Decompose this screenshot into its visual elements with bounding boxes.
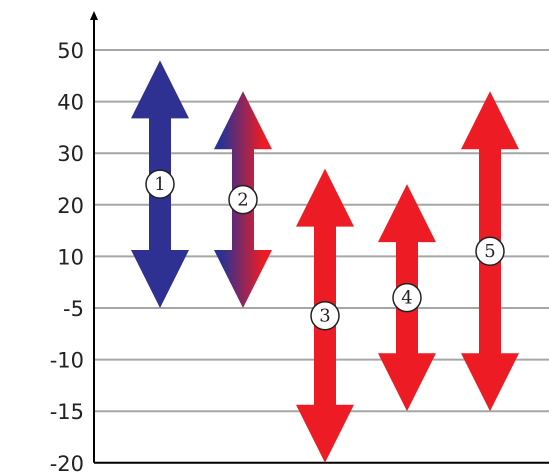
y-tick-labels: 50 40 30 20 10 -5 -10 -15 -20 [50,39,84,475]
arrow-number-badge [310,300,340,331]
y-tick-label: 20 [57,194,84,218]
y-axis-arrowhead [90,11,98,20]
range-arrows: 1 2 3 4 5 [131,60,519,463]
y-axis [90,11,549,464]
arrow-number-badge [392,282,422,313]
y-tick-label: 30 [57,142,84,166]
arrow-number-label: 1 [154,174,165,195]
y-tick-label: -10 [50,349,84,373]
y-tick-label: 50 [57,39,84,63]
y-tick-label: -20 [50,452,84,475]
arrow-number-badge [475,236,505,266]
arrow-number-label: 4 [401,288,412,309]
y-tick-label: 10 [57,245,84,269]
arrow-number-badge [228,184,258,215]
y-tick-label: -5 [63,297,84,321]
arrow-number-badge [145,169,175,199]
arrow-number-label: 2 [237,190,248,211]
arrow-number-label: 3 [319,306,330,327]
arrow-number-label: 5 [484,241,495,262]
y-tick-label: 40 [57,91,84,115]
y-tick-label: -15 [50,400,84,424]
